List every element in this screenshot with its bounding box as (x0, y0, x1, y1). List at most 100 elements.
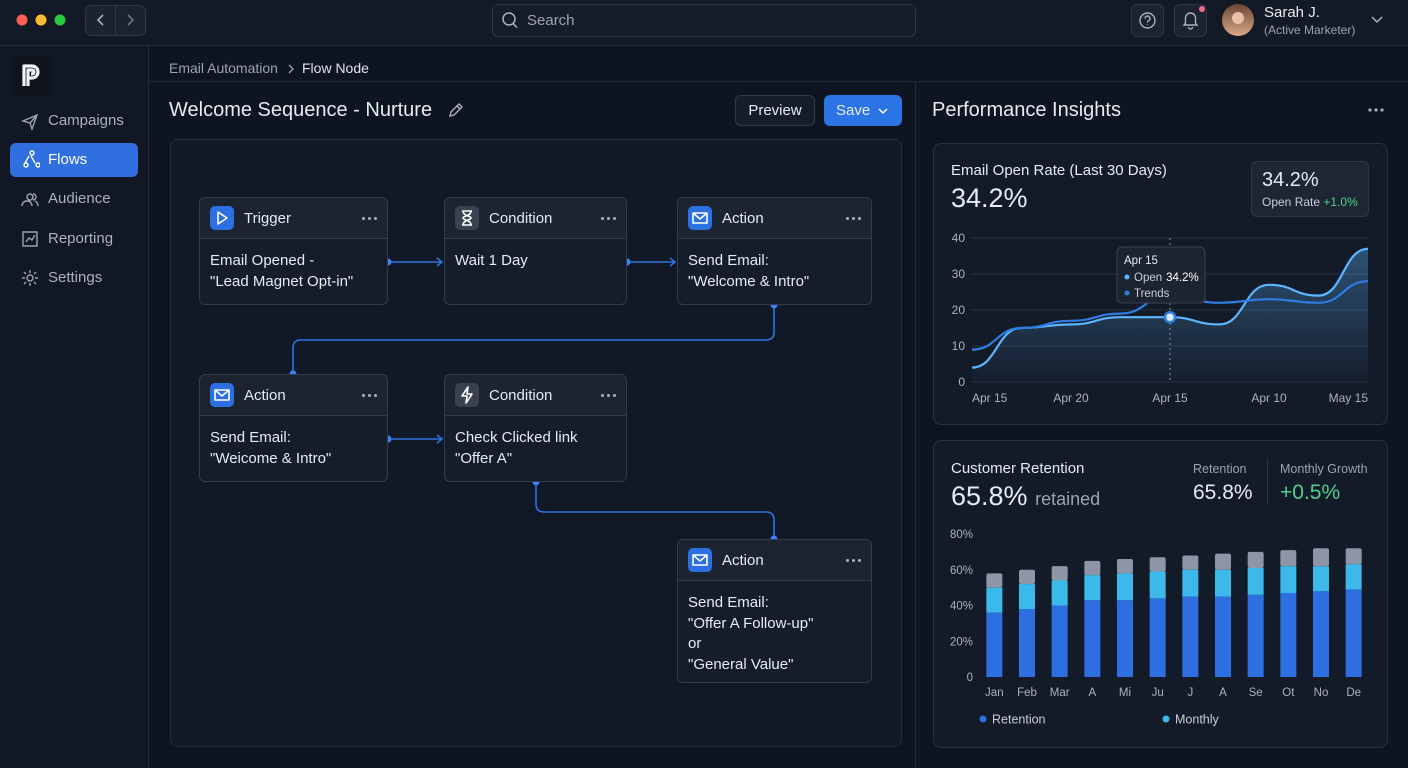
flow-title: Welcome Sequence - Nurture (169, 99, 433, 121)
help-button[interactable] (1131, 4, 1164, 37)
help-glyph (1144, 15, 1151, 25)
node-menu[interactable] (362, 216, 377, 220)
top-bar-icons (16, 4, 1383, 37)
user-menu-chevron[interactable] (1371, 16, 1383, 24)
x-tick-label: Ju (1152, 687, 1164, 699)
search-box[interactable] (492, 4, 916, 37)
save-button[interactable]: Save (824, 95, 902, 126)
y-tick-label: 20% (950, 636, 973, 648)
tooltip-series: Trends (1134, 288, 1170, 300)
x-tick-label: J (1187, 687, 1193, 699)
flow-node[interactable]: Action Send Email: "Offer A Follow-up" or "G… (677, 539, 872, 683)
node-type: Trigger (244, 209, 291, 227)
x-tick-label: Mi (1119, 687, 1131, 699)
avatar-face (1232, 12, 1244, 24)
menu-dot (607, 393, 610, 397)
node-glyph-path (692, 212, 708, 224)
bar-segment (1247, 594, 1264, 677)
badge-value: 34.2% (1262, 169, 1319, 191)
insights-menu[interactable] (1366, 107, 1386, 113)
tooltip-title: Apr 15 (1124, 255, 1158, 267)
bar-segment (1149, 571, 1166, 599)
y-tick-label: 40% (950, 601, 973, 613)
flow-node[interactable]: Trigger Email Opened - "Lead Magnet Opt-in… (199, 197, 388, 305)
card-value: 34.2% (951, 183, 1028, 213)
node-menu[interactable] (601, 216, 616, 220)
nav-item[interactable]: Campaigns (10, 104, 138, 138)
breadcrumb-item: Flow Node (302, 60, 369, 76)
x-tick-label: Ot (1282, 687, 1295, 699)
node-type: Condition (489, 209, 553, 227)
nav-icon-path (22, 231, 38, 247)
menu-dot (368, 216, 371, 220)
bar-segment (1117, 559, 1133, 574)
bar-segment (1313, 591, 1329, 677)
retention-suffix: retained (1035, 489, 1101, 509)
flow-node[interactable]: Condition Wait 1 Day (444, 197, 627, 305)
bar-segment (1280, 592, 1297, 677)
menu-dot (368, 393, 371, 397)
node-menu[interactable] (362, 393, 377, 397)
menu-dot (607, 216, 610, 220)
stat-label: Retention (1193, 462, 1247, 476)
bar-segment (1117, 600, 1133, 677)
node-glyph-path (217, 211, 228, 225)
y-tick-label: 40 (952, 231, 966, 245)
back-icon[interactable] (96, 14, 104, 26)
node-line: "Welcome & Intro" (688, 272, 810, 290)
menu-dot (374, 393, 377, 397)
bar-segment (1117, 573, 1133, 601)
node-menu[interactable] (846, 216, 861, 220)
stat-divider (1267, 460, 1268, 504)
node-body: Email Opened - "Lead Magnet Opt-in" (200, 239, 387, 304)
nav-item[interactable]: Flows (10, 143, 138, 177)
save-label: Save (836, 102, 871, 119)
nav-icon (20, 113, 39, 131)
bar-segment (1313, 566, 1329, 592)
tooltip-row: Open 34.2% (1134, 272, 1199, 284)
flow-node[interactable]: Action Send Email: "Weicome & Intro" (199, 374, 388, 482)
x-tick-label: Se (1249, 687, 1263, 699)
menu-dot (846, 216, 849, 220)
nav-item[interactable]: Settings (10, 261, 138, 295)
nav-item[interactable]: Reporting (10, 222, 138, 256)
notifications-button[interactable] (1174, 4, 1207, 37)
nav-icon-path (20, 113, 39, 131)
breadcrumb-item[interactable]: Email Automation (169, 60, 278, 76)
bar-segment (1051, 580, 1068, 606)
flow-node[interactable]: Action Send Email: "Welcome & Intro" (677, 197, 872, 305)
node-type: Action (722, 551, 764, 569)
nav-label: Flows (48, 151, 88, 168)
node-line: "Lead Magnet Opt-in" (210, 272, 354, 290)
zoom-dot[interactable] (54, 14, 66, 26)
edit-icon[interactable] (447, 101, 465, 119)
minimize-dot[interactable] (35, 14, 47, 26)
flow-node[interactable]: Condition Check Clicked link "Offer A" (444, 374, 627, 482)
node-glyph (692, 212, 708, 224)
nav-item[interactable]: Audience (10, 182, 138, 216)
search-icon (502, 12, 516, 26)
node-line: Wait 1 Day (455, 252, 528, 269)
node-line: "General Value" (688, 655, 794, 673)
menu-dot (852, 216, 855, 220)
node-line: Send Email: (688, 252, 769, 269)
y-tick-label: 0 (967, 672, 973, 684)
bar-segment (1215, 569, 1231, 597)
node-glyph-path (692, 554, 708, 566)
close-dot[interactable] (16, 14, 28, 26)
bar-segment (1019, 609, 1035, 677)
nav-label: Audience (48, 190, 111, 207)
preview-button[interactable]: Preview (735, 95, 815, 126)
node-icon (455, 383, 479, 407)
node-menu[interactable] (601, 393, 616, 397)
node-line: "Weicome & Intro" (210, 449, 332, 467)
nav-icon-path (23, 150, 40, 168)
menu-dot (858, 558, 861, 562)
node-menu[interactable] (846, 558, 861, 562)
menu-dot (362, 216, 365, 220)
node-icon (688, 206, 712, 230)
header-divider (149, 81, 1408, 82)
forward-icon[interactable] (127, 14, 135, 26)
node-body: Wait 1 Day (445, 239, 626, 284)
node-glyph (214, 389, 230, 401)
